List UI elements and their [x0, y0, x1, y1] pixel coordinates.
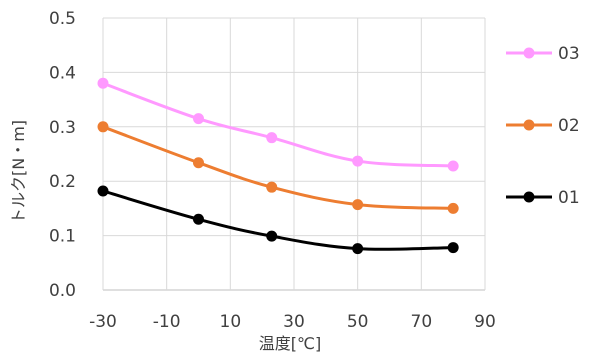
- x-tick-label: -30: [89, 312, 117, 332]
- legend-swatch-marker: [523, 47, 535, 59]
- x-tick-label: 10: [220, 312, 242, 332]
- data-point-02: [447, 202, 459, 214]
- legend-item-01: 01: [506, 188, 580, 208]
- legend: 03 02 01: [506, 44, 580, 208]
- legend-swatch-marker: [523, 191, 535, 203]
- legend-label: 02: [558, 116, 580, 136]
- x-axis-title: 温度[℃]: [259, 334, 321, 353]
- data-point-01: [447, 242, 459, 254]
- data-point-03: [97, 77, 109, 89]
- data-point-03: [266, 132, 278, 144]
- x-tick-label: 30: [283, 312, 305, 332]
- y-tick-labels: 0.0 0.1 0.2 0.3 0.4 0.5: [49, 9, 76, 301]
- x-tick-label: -10: [153, 312, 181, 332]
- y-tick-label: 0.4: [49, 63, 76, 83]
- y-tick-label: 0.3: [49, 118, 76, 138]
- y-tick-label: 0.2: [49, 172, 76, 192]
- data-point-02: [97, 121, 109, 133]
- data-point-02: [266, 181, 278, 193]
- y-tick-label: 0.5: [49, 9, 76, 29]
- data-point-01: [97, 185, 109, 197]
- y-axis-title: トルク[N・m]: [9, 120, 28, 224]
- legend-item-03: 03: [506, 44, 580, 64]
- series-lines: [97, 77, 459, 255]
- x-tick-label: 70: [411, 312, 433, 332]
- y-tick-label: 0.1: [49, 227, 76, 247]
- grid: [102, 17, 486, 291]
- data-point-02: [352, 199, 364, 211]
- series-line-03: [102, 81, 454, 168]
- legend-label: 03: [558, 44, 580, 64]
- data-point-03: [193, 113, 204, 125]
- x-tick-labels: -30 -10 10 30 50 70 90: [89, 312, 496, 332]
- y-tick-label: 0.0: [49, 281, 76, 301]
- x-tick-label: 90: [474, 312, 496, 332]
- legend-swatch-marker: [523, 119, 535, 131]
- x-tick-label: 50: [347, 312, 369, 332]
- data-point-02: [193, 157, 204, 169]
- data-point-03: [352, 155, 364, 167]
- data-point-01: [352, 243, 364, 255]
- data-point-01: [193, 213, 204, 225]
- series-line-01: [102, 189, 454, 251]
- data-point-03: [447, 160, 459, 172]
- data-point-01: [266, 230, 278, 242]
- legend-label: 01: [558, 188, 580, 208]
- legend-item-02: 02: [506, 116, 580, 136]
